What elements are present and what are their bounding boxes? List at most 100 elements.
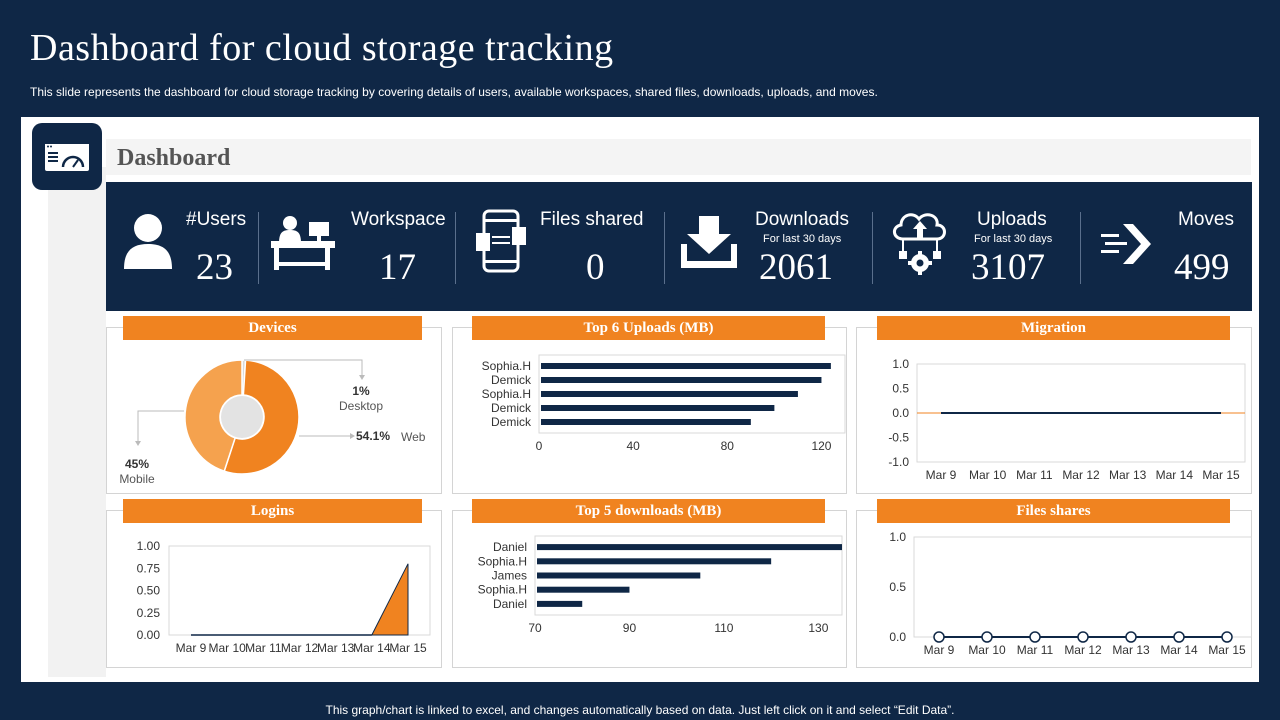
divider (258, 212, 259, 284)
x-tick-label: 90 (623, 621, 637, 635)
stat-value: 23 (196, 247, 233, 288)
pie-slice-web (223, 359, 300, 475)
stats-bar: #Users 23 Workspace 17 (106, 182, 1252, 311)
phone-files-icon (476, 209, 526, 273)
y-tick-label: 0.0 (892, 406, 909, 420)
uploads-title: Top 6 Uploads (MB) (472, 316, 825, 340)
x-tick-label: Mar 9 (926, 468, 957, 482)
user-icon (124, 214, 172, 269)
divider (664, 212, 665, 284)
fileshares-line-chart: 1.0 0.5 0.0 Mar 9 Mar 10 Mar 11 Mar 12 Mar 13 Ma… (889, 530, 1252, 657)
bar (541, 363, 831, 369)
category-label: Demick (491, 415, 532, 429)
y-tick-label: 1.00 (137, 539, 161, 553)
category-label: Sophia.H (482, 387, 531, 401)
divider (872, 212, 873, 284)
y-tick-label: 1.0 (889, 530, 906, 544)
area-fill (191, 563, 409, 636)
x-tick-label: Mar 10 (969, 468, 1007, 482)
dashboard-header: Dashboard (106, 139, 1251, 175)
x-tick-label: 80 (721, 439, 735, 453)
leader-line-mobile (137, 410, 184, 443)
x-tick-label: Mar 15 (1208, 643, 1246, 657)
y-tick-label: 0.5 (892, 382, 909, 396)
pie-value-mobile: 45% (125, 457, 149, 471)
page-subtitle: This slide represents the dashboard for … (30, 85, 878, 99)
x-tick-label: 70 (528, 621, 542, 635)
plot-area (913, 536, 1252, 638)
pie-value-desktop: 1% (352, 384, 370, 398)
category-label: Sophia.H (478, 554, 527, 568)
logins-card (106, 510, 442, 668)
x-tick-label: Mar 11 (1016, 468, 1053, 482)
bar (537, 558, 772, 565)
x-tick-label: 130 (808, 621, 828, 635)
pie-center (221, 396, 263, 438)
stat-value: 0 (586, 247, 605, 288)
fileshares-card (856, 510, 1252, 668)
x-tick-label: Mar 12 (281, 641, 319, 655)
x-tick-label: Mar 9 (924, 643, 955, 657)
stat-label: #Users (186, 209, 247, 230)
y-tick-label: 0.25 (137, 606, 161, 620)
stat-label: Files shared (540, 209, 644, 230)
migration-line-chart: 1.0 0.5 0.0 -0.5 -1.0 Mar 9 Mar 10 Mar 11 Mar 12… (888, 357, 1246, 482)
leader-line-desktop (244, 359, 363, 377)
x-tick-label: Mar 15 (1202, 468, 1240, 482)
migration-card (856, 327, 1252, 494)
category-label: Daniel (493, 597, 527, 611)
stat-subtext: For last 30 days (763, 233, 842, 245)
x-tick-label: Mar 13 (1109, 468, 1147, 482)
y-tick-label: -1.0 (888, 455, 909, 469)
pie-label-mobile: Mobile (119, 472, 155, 486)
stat-label: Moves (1178, 209, 1234, 230)
leader-arrow-desktop (359, 375, 365, 380)
bar (537, 600, 583, 607)
page-title: Dashboard for cloud storage tracking (30, 27, 614, 69)
pie-label-web: Web (401, 430, 426, 444)
x-tick-label: Mar 13 (1112, 643, 1150, 657)
data-point (1029, 631, 1041, 643)
category-label: Demick (491, 401, 532, 415)
y-tick-label: 0.5 (889, 580, 906, 594)
x-tick-label: Mar 14 (353, 641, 391, 655)
y-tick-label: 0.75 (137, 561, 161, 575)
move-arrow-icon (1101, 224, 1151, 264)
category-label: Demick (491, 373, 532, 387)
pie-label-desktop: Desktop (339, 399, 383, 413)
category-label: Sophia.H (482, 359, 531, 373)
download-icon (681, 216, 737, 268)
downloads-title: Top 5 downloads (MB) (472, 499, 825, 523)
x-tick-label: Mar 9 (176, 641, 207, 655)
leader-arrow-mobile (135, 441, 141, 446)
stat-value: 499 (1174, 247, 1230, 288)
category-label: Daniel (493, 540, 527, 554)
stat-value: 2061 (759, 247, 833, 288)
data-point (1221, 631, 1233, 643)
stat-label: Downloads (755, 209, 849, 230)
x-tick-label: 0 (536, 439, 543, 453)
data-point (1125, 631, 1137, 643)
stat-subtext: For last 30 days (974, 233, 1053, 245)
data-point (933, 631, 945, 643)
workspace-desk-icon (271, 216, 335, 270)
logins-title: Logins (123, 499, 422, 523)
bar (541, 377, 822, 383)
footer-note: This graph/chart is linked to excel, and… (325, 703, 955, 717)
bar (541, 391, 798, 397)
y-tick-label: 0.00 (137, 628, 161, 642)
x-tick-label: 40 (626, 439, 640, 453)
data-point (1077, 631, 1089, 643)
stat-label: Workspace (351, 209, 446, 230)
pie-value-web: 54.1% (356, 429, 390, 443)
fileshares-title: Files shares (877, 499, 1230, 523)
dashboard-panel: Dashboard #Users 23 (21, 117, 1259, 682)
x-tick-label: Mar 13 (317, 641, 355, 655)
x-tick-label: Mar 12 (1062, 468, 1100, 482)
stat-users: #Users 23 (106, 182, 258, 311)
stat-uploads: Uploads For last 30 days 3107 (873, 182, 1080, 311)
divider (1080, 212, 1081, 284)
